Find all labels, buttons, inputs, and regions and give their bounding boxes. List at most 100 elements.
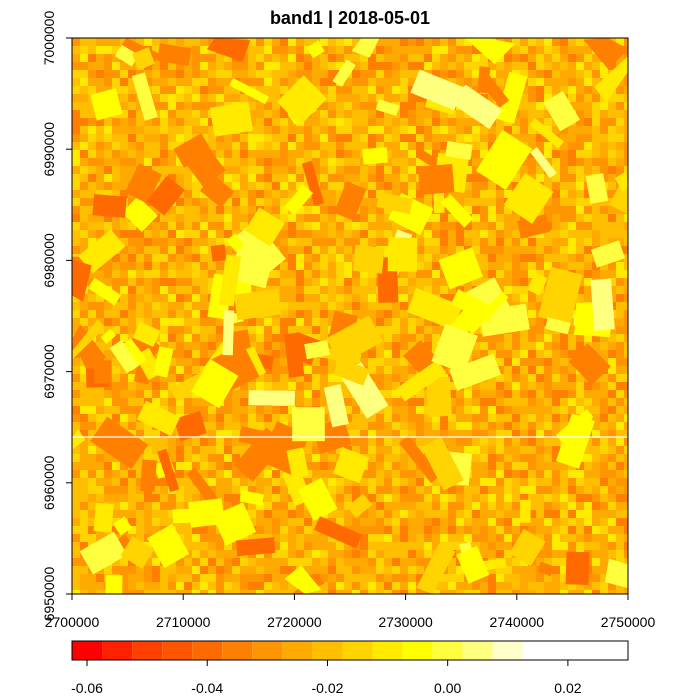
raster-cell	[528, 406, 536, 414]
raster-cell	[264, 70, 272, 78]
raster-cell	[288, 262, 296, 270]
raster-cell	[616, 230, 624, 238]
raster-cell	[344, 118, 352, 126]
raster-cell	[128, 574, 136, 582]
raster-cell	[552, 462, 560, 470]
raster-cell	[320, 126, 328, 134]
raster-cell	[192, 558, 200, 566]
raster-cell	[328, 462, 336, 470]
raster-cell	[112, 558, 120, 566]
raster-cell	[128, 518, 136, 526]
raster-cell	[224, 94, 232, 102]
raster-cell	[232, 166, 240, 174]
raster-cell	[504, 446, 512, 454]
raster-cell	[512, 590, 520, 594]
raster-cell	[72, 582, 80, 590]
raster-cell	[424, 198, 432, 206]
raster-cell	[488, 70, 496, 78]
raster-cell	[256, 78, 264, 86]
raster-cell	[272, 478, 280, 486]
raster-cell	[168, 102, 176, 110]
raster-cell	[88, 214, 96, 222]
raster-cell	[528, 262, 536, 270]
raster-cell	[184, 558, 192, 566]
raster-cell	[448, 62, 456, 70]
raster-cell	[488, 94, 496, 102]
raster-cell	[424, 318, 432, 326]
field-parcel	[207, 38, 251, 62]
raster-cell	[200, 350, 208, 358]
raster-cell	[296, 294, 304, 302]
raster-cell	[432, 342, 440, 350]
raster-cell	[192, 102, 200, 110]
raster-cell	[624, 494, 628, 502]
raster-cell	[608, 230, 616, 238]
raster-cell	[264, 334, 272, 342]
raster-cell	[80, 38, 88, 46]
raster-cell	[272, 142, 280, 150]
raster-cell	[624, 430, 628, 438]
raster-cell	[176, 558, 184, 566]
raster-cell	[456, 406, 464, 414]
raster-cell	[400, 470, 408, 478]
raster-cell	[528, 414, 536, 422]
raster-cell	[224, 582, 232, 590]
raster-cell	[336, 86, 344, 94]
raster-cell	[184, 102, 192, 110]
raster-cell	[608, 214, 616, 222]
raster-cell	[216, 214, 224, 222]
raster-cell	[424, 118, 432, 126]
raster-cell	[256, 190, 264, 198]
raster-cell	[400, 526, 408, 534]
raster-cell	[592, 478, 600, 486]
raster-cell	[240, 566, 248, 574]
raster-cell	[568, 222, 576, 230]
raster-cell	[488, 510, 496, 518]
raster-cell	[136, 502, 144, 510]
raster-cell	[384, 150, 392, 158]
raster-cell	[544, 70, 552, 78]
raster-cell	[328, 126, 336, 134]
raster-cell	[144, 494, 152, 502]
raster-cell	[512, 510, 520, 518]
raster-cell	[584, 62, 592, 70]
raster-cell	[80, 566, 88, 574]
raster-cell	[432, 478, 440, 486]
raster-cell	[608, 238, 616, 246]
raster-cell	[624, 446, 628, 454]
raster-cell	[608, 94, 616, 102]
raster-cell	[184, 374, 192, 382]
raster-cell	[224, 454, 232, 462]
raster-cell	[88, 478, 96, 486]
raster-cell	[232, 326, 240, 334]
raster-cell	[440, 110, 448, 118]
raster-cell	[312, 206, 320, 214]
raster-cell	[520, 70, 528, 78]
raster-cell	[480, 574, 488, 582]
raster-cell	[608, 494, 616, 502]
raster-cell	[528, 470, 536, 478]
raster-cell	[88, 430, 96, 438]
raster-cell	[608, 550, 616, 558]
raster-cell	[336, 230, 344, 238]
raster-cell	[360, 302, 368, 310]
raster-cell	[392, 222, 400, 230]
raster-cell	[176, 478, 184, 486]
raster-cell	[384, 46, 392, 54]
raster-cell	[192, 38, 200, 46]
raster-cell	[488, 446, 496, 454]
raster-cell	[264, 550, 272, 558]
raster-cell	[592, 558, 600, 566]
raster-cell	[248, 190, 256, 198]
raster-cell	[240, 174, 248, 182]
raster-cell	[352, 110, 360, 118]
raster-cell	[224, 166, 232, 174]
raster-cell	[184, 574, 192, 582]
raster-cell	[464, 590, 472, 594]
raster-cell	[144, 70, 152, 78]
raster-cell	[96, 398, 104, 406]
raster-cell	[520, 422, 528, 430]
raster-cell	[568, 126, 576, 134]
raster-cell	[440, 214, 448, 222]
raster-cell	[296, 126, 304, 134]
